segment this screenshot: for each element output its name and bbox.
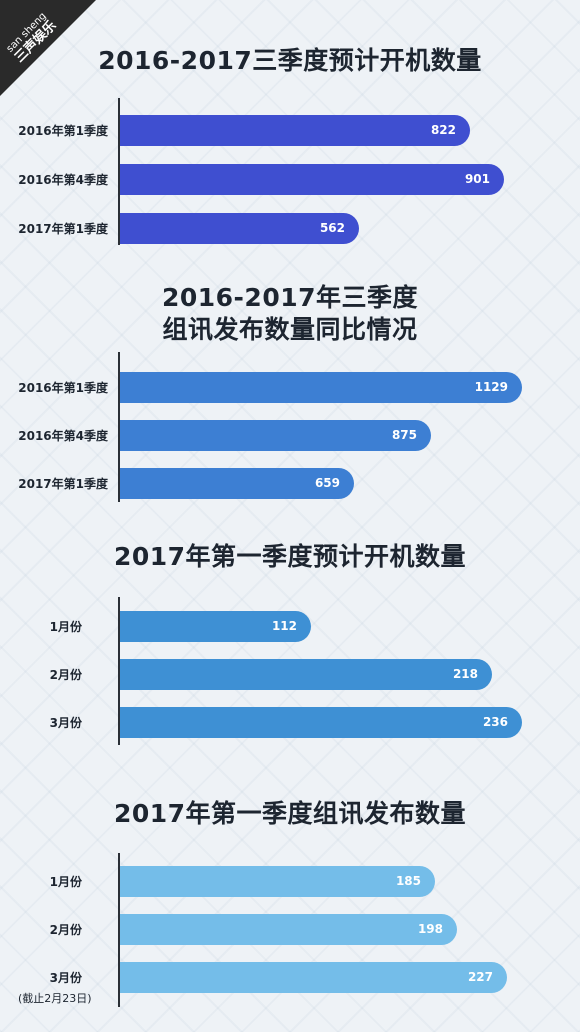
bar: 112 xyxy=(120,611,311,642)
category-label: 2016年第4季度 xyxy=(18,173,108,187)
brand-corner-ribbon xyxy=(0,0,96,96)
bar: 875 xyxy=(120,420,431,451)
chart-axis-line xyxy=(118,853,120,1007)
bar-value-label: 198 xyxy=(417,922,443,936)
bar: 198 xyxy=(120,914,457,945)
bar-value-label: 875 xyxy=(391,428,417,442)
chart-title: 2016-2017年三季度 组讯发布数量同比情况 xyxy=(161,283,419,344)
bar-value-label: 218 xyxy=(452,667,478,681)
category-label: 2017年第1季度 xyxy=(18,222,108,236)
bar: 185 xyxy=(120,866,435,897)
bar-value-label: 227 xyxy=(467,970,493,984)
bar: 227 xyxy=(120,962,507,993)
chart-footnote: (截止2月23日) xyxy=(18,992,92,1005)
category-label: 3月份 xyxy=(49,971,82,985)
chart-title: 2017年第一季度预计开机数量 xyxy=(113,542,467,571)
category-label: 1月份 xyxy=(49,620,82,634)
bar: 218 xyxy=(120,659,492,690)
category-label: 2017年第1季度 xyxy=(18,477,108,491)
bar: 1129 xyxy=(120,372,522,403)
bar: 562 xyxy=(120,213,359,244)
chart-axis-line xyxy=(118,352,120,502)
category-label: 1月份 xyxy=(49,875,82,889)
bar-value-label: 1129 xyxy=(474,380,508,394)
chart-title: 2016-2017三季度预计开机数量 xyxy=(98,46,482,75)
bar-value-label: 185 xyxy=(395,874,421,888)
bar: 822 xyxy=(120,115,470,146)
chart-axis-line xyxy=(118,98,120,245)
bar-value-label: 236 xyxy=(482,715,508,729)
category-label: 2016年第1季度 xyxy=(18,124,108,138)
chart-title: 2017年第一季度组讯发布数量 xyxy=(113,799,467,828)
bar-value-label: 562 xyxy=(319,221,345,235)
bar: 236 xyxy=(120,707,522,738)
category-label: 3月份 xyxy=(49,716,82,730)
chart-axis-line xyxy=(118,597,120,745)
category-label: 2016年第1季度 xyxy=(18,381,108,395)
category-label: 2016年第4季度 xyxy=(18,429,108,443)
bar-value-label: 112 xyxy=(271,619,297,633)
category-label: 2月份 xyxy=(49,923,82,937)
bar-value-label: 822 xyxy=(430,123,456,137)
bar: 901 xyxy=(120,164,504,195)
bar-value-label: 659 xyxy=(314,476,340,490)
category-label: 2月份 xyxy=(49,668,82,682)
bar: 659 xyxy=(120,468,354,499)
bar-value-label: 901 xyxy=(464,172,490,186)
